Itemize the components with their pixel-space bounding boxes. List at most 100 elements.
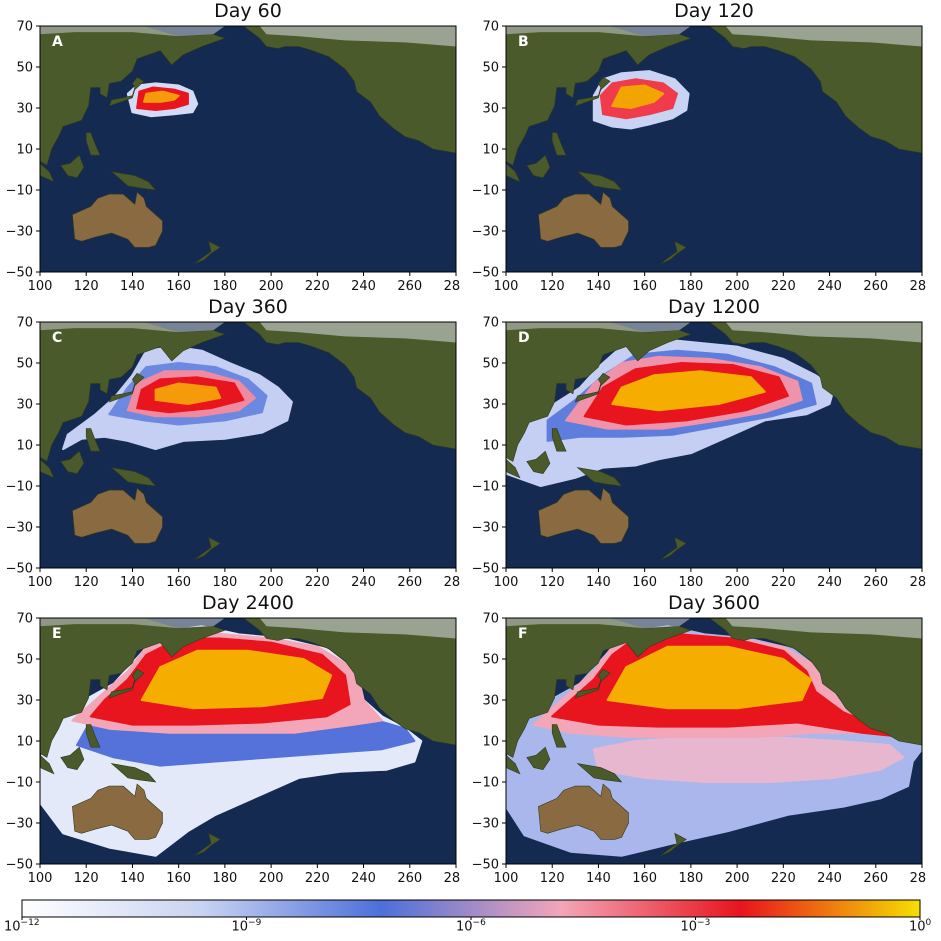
x-tick-label: 100 bbox=[28, 279, 53, 294]
concentration-plume bbox=[126, 82, 199, 118]
x-tick-label: 180 bbox=[678, 279, 703, 294]
panel-a-title: Day 60 bbox=[214, 0, 282, 22]
y-tick-label: 30 bbox=[482, 694, 499, 709]
x-tick-label: 260 bbox=[863, 871, 888, 886]
land-masses bbox=[506, 618, 922, 857]
x-tick-label: 200 bbox=[259, 279, 284, 294]
x-tick-label: 140 bbox=[586, 871, 611, 886]
x-tick-label: 100 bbox=[28, 575, 53, 590]
y-tick-label: 70 bbox=[16, 612, 33, 627]
y-tick-label: −10 bbox=[472, 480, 499, 495]
y-tick-label: −50 bbox=[6, 266, 33, 281]
x-tick-label: 140 bbox=[586, 575, 611, 590]
x-tick-label: 260 bbox=[397, 575, 422, 590]
y-tick-label: 30 bbox=[482, 398, 499, 413]
x-tick-label: 120 bbox=[74, 279, 99, 294]
x-tick-label: 120 bbox=[540, 871, 565, 886]
x-tick-label: 200 bbox=[259, 871, 284, 886]
x-tick-label: 160 bbox=[632, 871, 657, 886]
x-tick-label: 120 bbox=[74, 575, 99, 590]
y-tick-label: −30 bbox=[6, 521, 33, 536]
y-tick-label: −50 bbox=[472, 266, 499, 281]
y-tick-label: 10 bbox=[16, 143, 33, 158]
x-tick-label: 240 bbox=[817, 575, 842, 590]
x-tick-label: 280 bbox=[444, 871, 460, 886]
y-tick-label: 70 bbox=[482, 612, 499, 627]
y-tick-label: 10 bbox=[482, 439, 499, 454]
x-tick-label: 280 bbox=[444, 575, 460, 590]
panel-d-letter: D bbox=[518, 330, 530, 346]
land-masses bbox=[40, 26, 456, 265]
y-tick-label: 70 bbox=[482, 20, 499, 35]
x-tick-label: 140 bbox=[120, 575, 145, 590]
panel-e-letter: E bbox=[52, 626, 62, 642]
y-tick-label: 30 bbox=[16, 102, 33, 117]
concentration-plume bbox=[62, 345, 293, 451]
x-tick-label: 120 bbox=[540, 279, 565, 294]
panel-c-letter: C bbox=[52, 330, 62, 346]
y-tick-label: −30 bbox=[6, 225, 33, 240]
x-tick-label: 260 bbox=[397, 279, 422, 294]
colorbar bbox=[21, 899, 921, 920]
x-tick-label: 200 bbox=[725, 871, 750, 886]
x-tick-label: 200 bbox=[725, 575, 750, 590]
x-tick-label: 240 bbox=[817, 871, 842, 886]
concentration-plume bbox=[592, 70, 690, 130]
x-tick-label: 200 bbox=[725, 279, 750, 294]
x-tick-label: 260 bbox=[397, 871, 422, 886]
panel-e-map: 100 120 140 160 180 200 220 240 260 280 70 50 30 10 −1… bbox=[6, 612, 460, 887]
y-tick-label: 70 bbox=[482, 316, 499, 331]
x-tick-label: 140 bbox=[120, 871, 145, 886]
land-masses bbox=[40, 322, 456, 561]
x-tick-label: 280 bbox=[910, 871, 926, 886]
x-tick-label: 180 bbox=[212, 279, 237, 294]
x-tick-label: 220 bbox=[305, 279, 330, 294]
y-tick-label: 30 bbox=[16, 398, 33, 413]
x-tick-label: 180 bbox=[678, 871, 703, 886]
y-tick-label: −30 bbox=[6, 817, 33, 832]
x-tick-label: 200 bbox=[259, 575, 284, 590]
x-tick-label: 140 bbox=[120, 279, 145, 294]
y-tick-label: −50 bbox=[472, 858, 499, 873]
panel-e-title: Day 2400 bbox=[202, 592, 294, 614]
x-tick-label: 160 bbox=[632, 575, 657, 590]
y-tick-label: 30 bbox=[16, 694, 33, 709]
panel-f-title: Day 3600 bbox=[668, 592, 760, 614]
concentration-plume bbox=[506, 337, 836, 487]
y-tick-label: −10 bbox=[6, 480, 33, 495]
x-tick-label: 240 bbox=[351, 279, 376, 294]
x-tick-label: 140 bbox=[586, 279, 611, 294]
colorbar-tick-label: 10−9 bbox=[231, 918, 262, 935]
panel-a-letter: A bbox=[52, 34, 63, 50]
x-tick-label: 240 bbox=[817, 279, 842, 294]
x-tick-label: 120 bbox=[540, 575, 565, 590]
x-tick-label: 280 bbox=[910, 279, 926, 294]
x-tick-label: 240 bbox=[351, 575, 376, 590]
land-masses bbox=[506, 26, 922, 265]
x-tick-label: 180 bbox=[678, 575, 703, 590]
x-tick-label: 260 bbox=[863, 279, 888, 294]
y-tick-label: 30 bbox=[482, 102, 499, 117]
x-tick-label: 160 bbox=[166, 871, 191, 886]
panel-c-map: 100 120 140 160 180 200 220 240 260 280 70 50 30 10 −1… bbox=[6, 316, 460, 591]
x-tick-label: 220 bbox=[305, 575, 330, 590]
colorbar-tick-label: 10−3 bbox=[680, 918, 711, 935]
y-tick-label: 10 bbox=[16, 735, 33, 750]
y-tick-label: 50 bbox=[482, 653, 499, 668]
panel-d-title: Day 1200 bbox=[668, 296, 760, 318]
y-tick-label: 70 bbox=[16, 20, 33, 35]
y-tick-label: −10 bbox=[472, 184, 499, 199]
y-tick-label: −30 bbox=[472, 817, 499, 832]
x-tick-label: 280 bbox=[910, 575, 926, 590]
x-tick-label: 160 bbox=[166, 279, 191, 294]
panel-c-title: Day 360 bbox=[208, 296, 288, 318]
y-tick-label: −10 bbox=[6, 776, 33, 791]
panel-b-title: Day 120 bbox=[674, 0, 754, 22]
y-tick-label: 10 bbox=[482, 143, 499, 158]
y-tick-label: 70 bbox=[16, 316, 33, 331]
y-tick-label: −30 bbox=[472, 521, 499, 536]
colorbar-tick-label: 100 bbox=[909, 918, 932, 935]
panel-a-map: 100 120 140 160 180 200 220 240 260 280 70 50 30 10 −1… bbox=[6, 20, 460, 295]
y-tick-label: 50 bbox=[16, 357, 33, 372]
x-tick-label: 100 bbox=[494, 871, 519, 886]
